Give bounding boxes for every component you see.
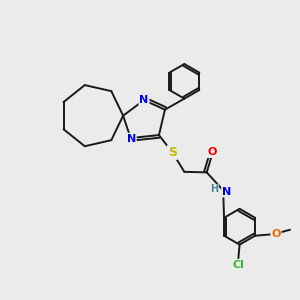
Text: O: O	[271, 229, 281, 239]
Text: N: N	[140, 95, 149, 105]
Text: S: S	[168, 146, 177, 159]
Text: H: H	[210, 184, 218, 194]
Text: Cl: Cl	[232, 260, 244, 270]
Text: O: O	[207, 147, 217, 157]
Text: N: N	[222, 187, 231, 196]
Text: N: N	[127, 134, 136, 144]
